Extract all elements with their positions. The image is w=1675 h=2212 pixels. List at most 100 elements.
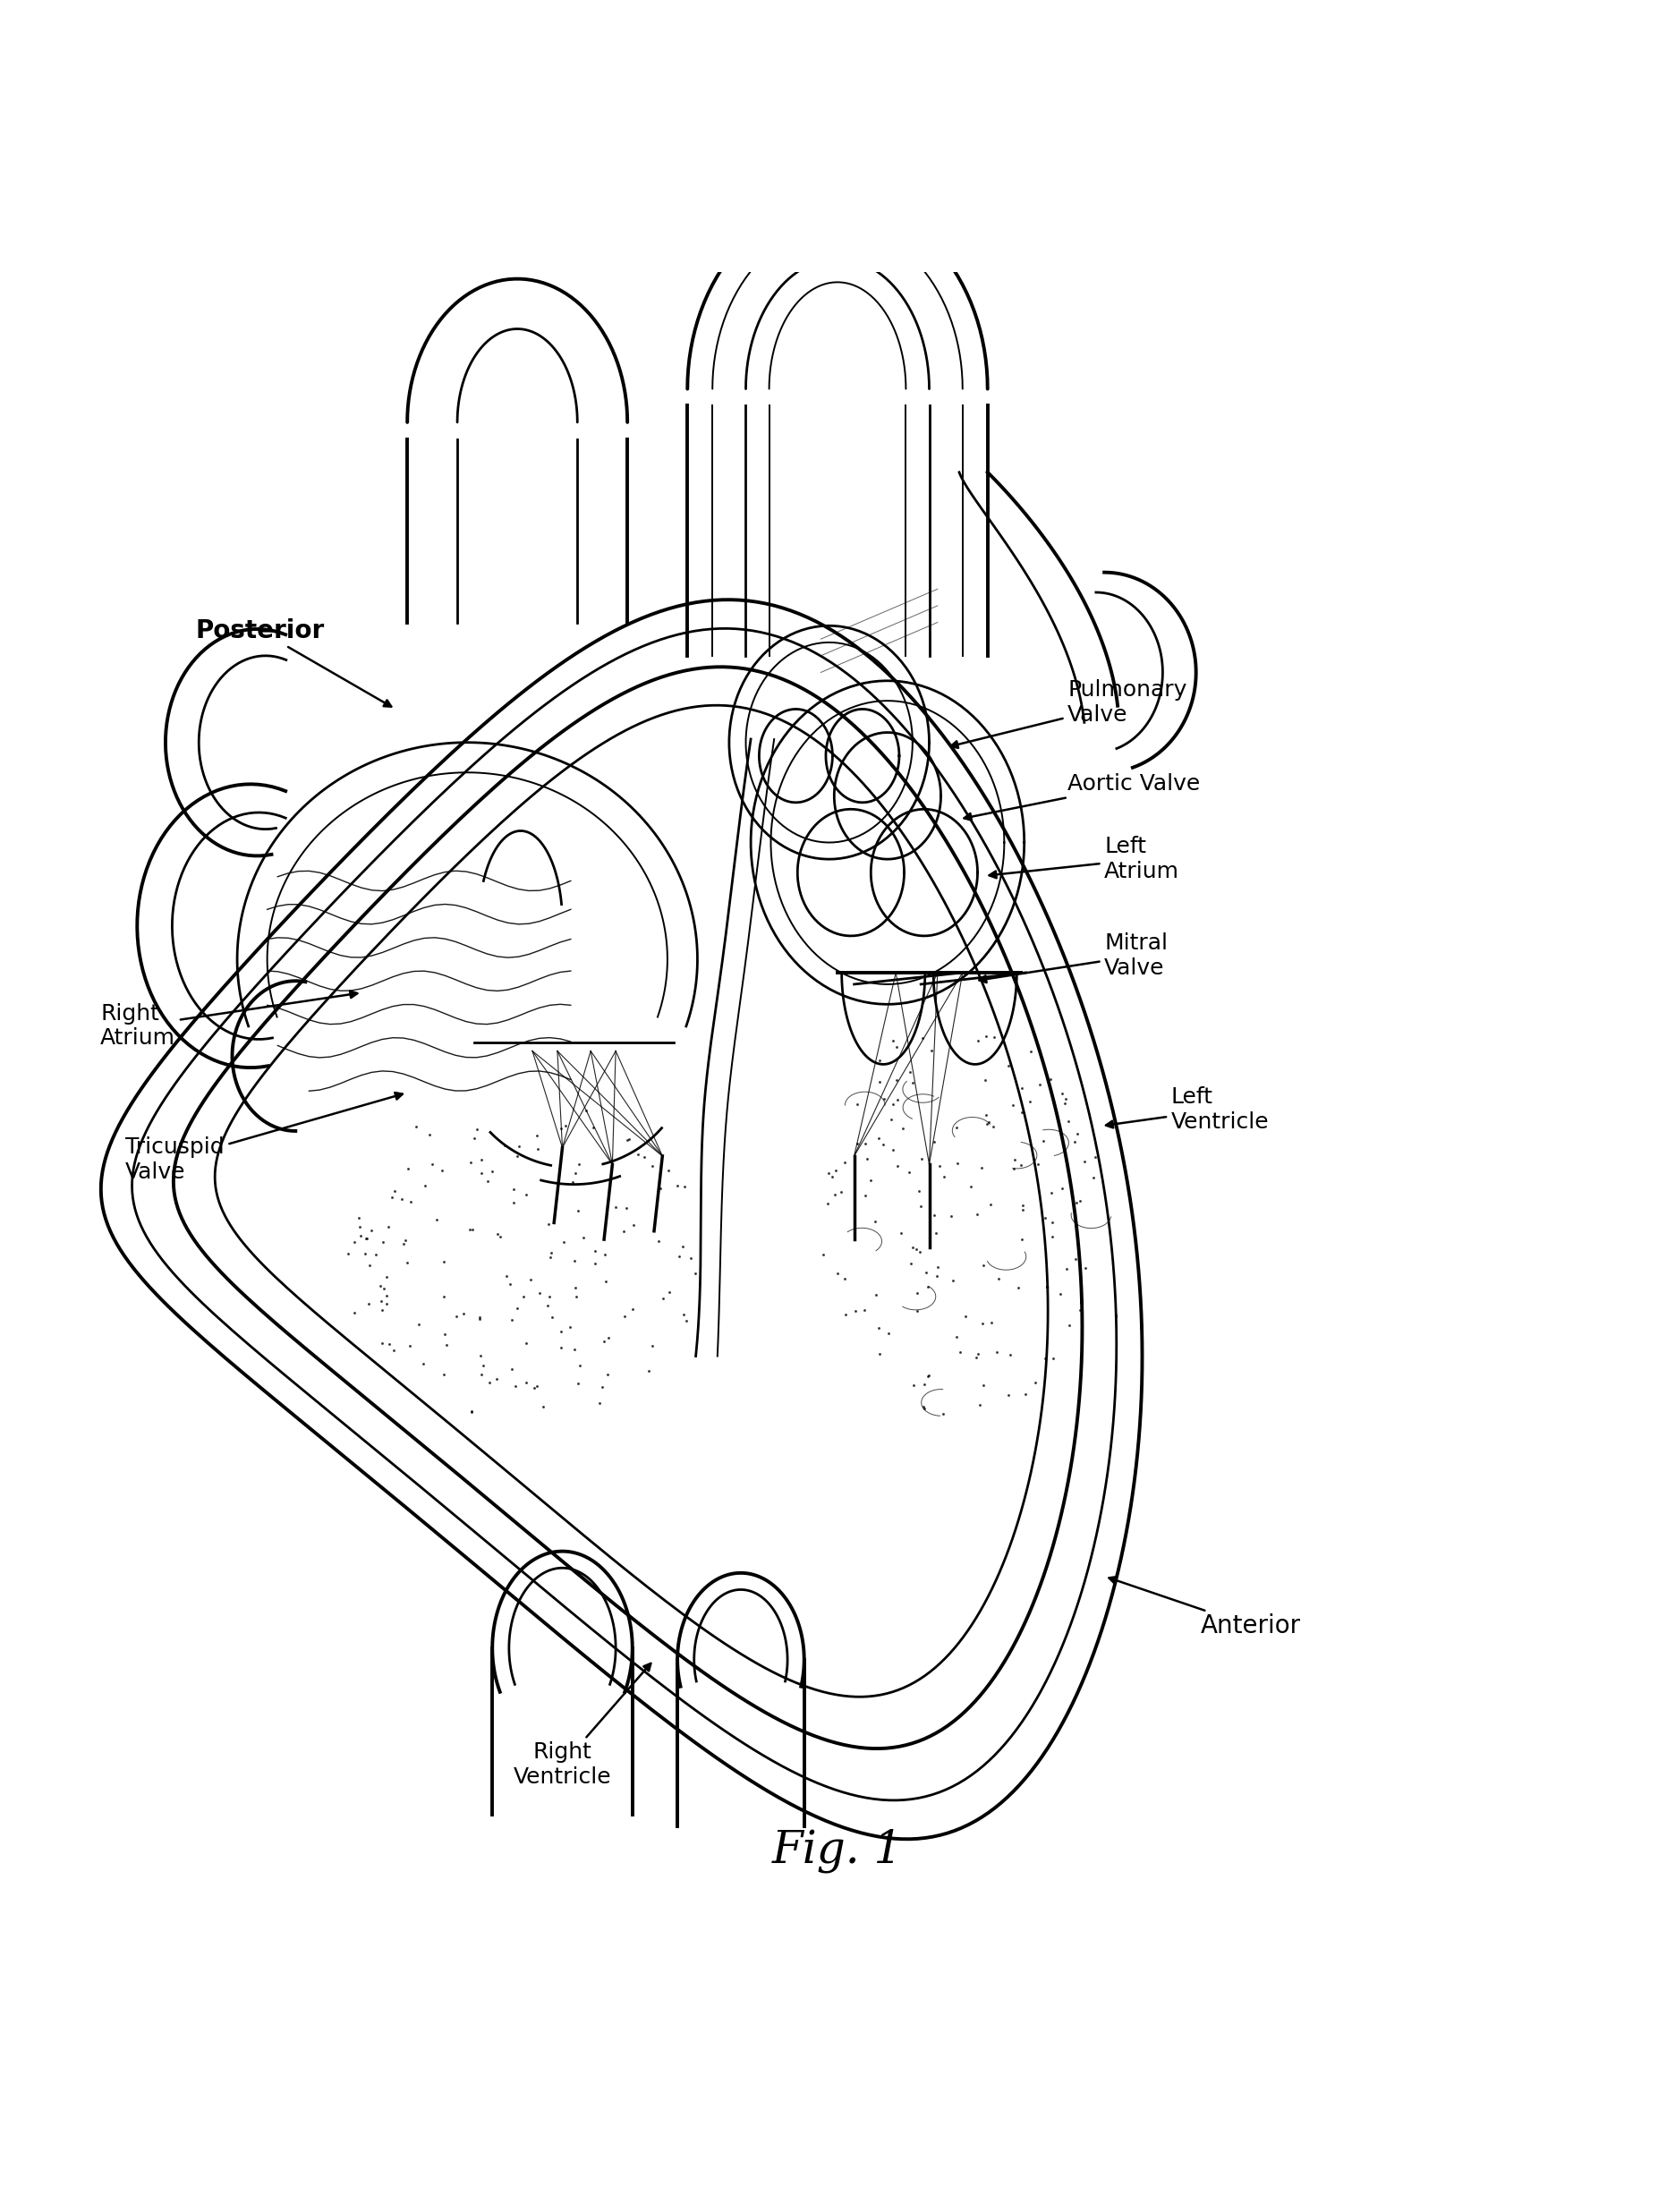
Point <box>1067 1183 1094 1219</box>
Point <box>353 1221 380 1256</box>
Point <box>906 1234 933 1270</box>
Point <box>347 1210 374 1245</box>
Point <box>620 1208 647 1243</box>
Point <box>375 1208 402 1243</box>
Point <box>521 1369 548 1405</box>
Text: Pulmonary
Valve: Pulmonary Valve <box>951 679 1188 748</box>
Point <box>650 1281 677 1316</box>
Point <box>374 1285 400 1321</box>
Point <box>466 1298 492 1334</box>
Point <box>497 1352 524 1387</box>
Point <box>896 1053 923 1088</box>
Point <box>861 1203 888 1239</box>
Point <box>851 1177 878 1212</box>
Point <box>1037 1062 1064 1097</box>
Point <box>432 1316 459 1352</box>
Point <box>486 1219 513 1254</box>
Point <box>549 1225 576 1261</box>
Point <box>410 1347 437 1382</box>
Point <box>580 1110 606 1146</box>
Point <box>1040 1340 1067 1376</box>
Point <box>492 1128 519 1164</box>
Point <box>1054 1252 1080 1287</box>
Point <box>595 1358 621 1394</box>
Point <box>831 1146 858 1181</box>
Point <box>367 1267 394 1303</box>
Point <box>539 1298 566 1334</box>
Point <box>1008 1192 1035 1228</box>
Point <box>866 1064 893 1099</box>
Point <box>538 1239 564 1274</box>
Point <box>529 1389 556 1425</box>
Point <box>548 1110 575 1146</box>
Point <box>591 1237 618 1272</box>
Point <box>905 1292 931 1327</box>
Point <box>863 1279 889 1314</box>
Point <box>1052 1082 1079 1117</box>
Point <box>430 1279 457 1314</box>
Point <box>1012 1376 1038 1411</box>
Text: Fig. 1: Fig. 1 <box>772 1829 903 1874</box>
Point <box>611 1298 638 1334</box>
Text: Aortic Valve: Aortic Valve <box>965 774 1201 821</box>
Point <box>913 1254 940 1290</box>
Point <box>1008 1071 1035 1106</box>
Point <box>442 1298 469 1334</box>
Point <box>534 1287 561 1323</box>
Point <box>1082 1139 1109 1175</box>
Point <box>997 1338 1023 1374</box>
Point <box>858 1164 884 1199</box>
Point <box>965 1336 992 1371</box>
Point <box>559 1164 586 1199</box>
Point <box>1008 1095 1035 1130</box>
Point <box>972 1062 998 1097</box>
Point <box>871 1082 898 1117</box>
Text: Left
Atrium: Left Atrium <box>990 836 1179 883</box>
Point <box>513 1325 539 1360</box>
Point <box>395 1329 422 1365</box>
Point <box>972 1018 998 1053</box>
Point <box>983 1334 1010 1369</box>
Point <box>564 1146 591 1181</box>
Point <box>556 1310 583 1345</box>
Point <box>479 1155 506 1190</box>
Point <box>506 1128 533 1164</box>
Point <box>682 1256 709 1292</box>
Point <box>467 1338 494 1374</box>
Point <box>459 1212 486 1248</box>
Point <box>368 1325 395 1360</box>
Point <box>459 1394 486 1429</box>
Point <box>429 1152 456 1188</box>
Point <box>561 1155 588 1190</box>
Point <box>822 1177 849 1212</box>
Point <box>926 1148 953 1183</box>
Point <box>367 1283 394 1318</box>
Point <box>896 1155 923 1190</box>
Point <box>551 1108 578 1144</box>
Point <box>1023 1146 1050 1181</box>
Point <box>822 1152 849 1188</box>
Point <box>564 1365 591 1400</box>
Point <box>995 1048 1022 1084</box>
Point <box>548 1329 575 1365</box>
Point <box>1010 1188 1037 1223</box>
Point <box>342 1223 369 1259</box>
Point <box>918 1033 945 1068</box>
Point <box>613 1121 640 1157</box>
Point <box>1072 1250 1099 1285</box>
Point <box>499 1303 526 1338</box>
Point <box>362 1237 389 1272</box>
Point <box>843 1294 869 1329</box>
Point <box>499 1186 526 1221</box>
Point <box>593 1263 620 1298</box>
Point <box>647 1170 673 1206</box>
Point <box>382 1175 409 1210</box>
Point <box>496 1265 523 1301</box>
Point <box>670 1228 697 1263</box>
Point <box>573 1093 600 1128</box>
Point <box>630 1139 657 1175</box>
Point <box>1017 1033 1044 1068</box>
Point <box>538 1234 564 1270</box>
Point <box>980 1108 1007 1144</box>
Point <box>394 1245 420 1281</box>
